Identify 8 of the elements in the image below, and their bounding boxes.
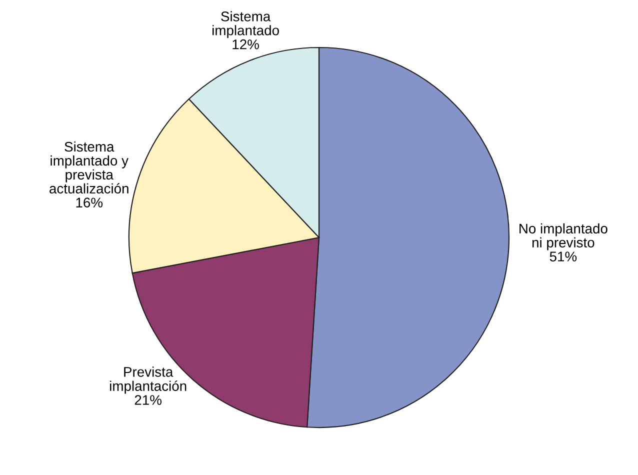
slice-label: Sistema implantado y prevista actualización bbox=[50, 141, 128, 194]
data-label: 51% bbox=[550, 252, 577, 262]
slice-label: Sistema implantado bbox=[212, 11, 279, 38]
data-label: 21% bbox=[134, 395, 162, 405]
data-label: 12% bbox=[232, 39, 259, 50]
slice-label: Prevista implantación bbox=[110, 366, 186, 394]
data-label: 16% bbox=[76, 198, 103, 208]
slice-label: No implantado ni previsto bbox=[520, 223, 608, 250]
